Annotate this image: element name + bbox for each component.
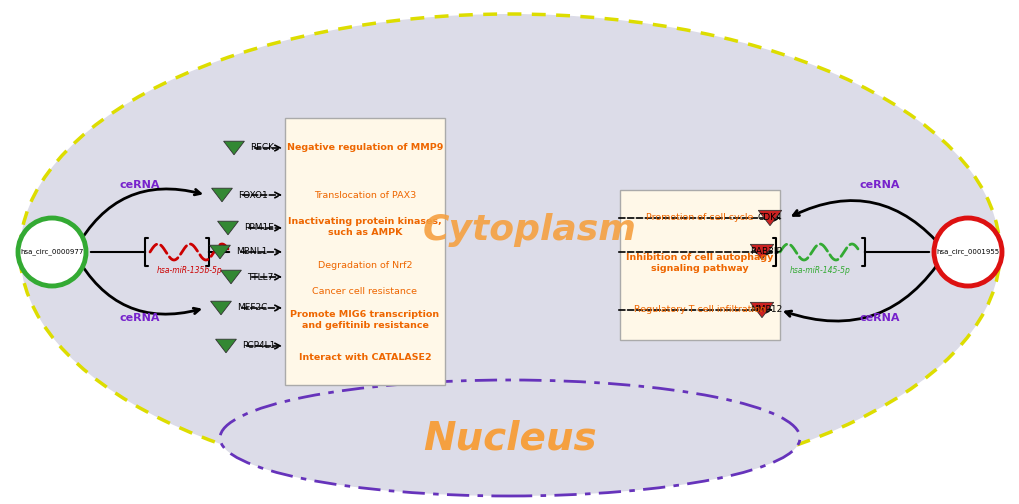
- Ellipse shape: [220, 380, 799, 496]
- Text: hsa_circ_0000977: hsa_circ_0000977: [20, 248, 84, 256]
- Text: Interact with CATALASE2: Interact with CATALASE2: [299, 353, 431, 362]
- FancyBboxPatch shape: [620, 190, 780, 340]
- Ellipse shape: [20, 14, 999, 490]
- Text: hsa_circ_0001955: hsa_circ_0001955: [935, 248, 999, 256]
- Polygon shape: [210, 301, 231, 315]
- Text: MEF2C: MEF2C: [236, 303, 267, 312]
- Text: CDK4: CDK4: [757, 214, 782, 222]
- Text: RECK: RECK: [250, 144, 274, 153]
- Text: Cancer cell resistance: Cancer cell resistance: [312, 286, 417, 295]
- Text: Translocation of PAX3: Translocation of PAX3: [314, 191, 416, 200]
- Text: ceRNA: ceRNA: [119, 180, 160, 190]
- Text: Promotion of cell cycle: Promotion of cell cycle: [646, 214, 753, 222]
- Text: Cytoplasm: Cytoplasm: [423, 213, 636, 247]
- Text: Degradation of Nrf2: Degradation of Nrf2: [318, 261, 412, 270]
- Text: Promote MIG6 transcription
and gefitinib resistance: Promote MIG6 transcription and gefitinib…: [290, 310, 439, 330]
- Polygon shape: [223, 141, 245, 155]
- Polygon shape: [750, 244, 773, 260]
- Polygon shape: [215, 339, 236, 353]
- Text: FOXO1: FOXO1: [237, 191, 268, 200]
- Text: ceRNA: ceRNA: [859, 313, 900, 323]
- Text: ceRNA: ceRNA: [859, 180, 900, 190]
- Text: RAB3IP: RAB3IP: [749, 247, 782, 257]
- Text: TTLL7: TTLL7: [247, 273, 273, 282]
- Ellipse shape: [18, 218, 86, 286]
- Polygon shape: [750, 302, 773, 318]
- Ellipse shape: [933, 218, 1001, 286]
- Text: hsa-miR-135b-5p: hsa-miR-135b-5p: [157, 266, 223, 275]
- Text: MBNL1: MBNL1: [235, 247, 267, 257]
- Text: Nucleus: Nucleus: [423, 419, 596, 457]
- Polygon shape: [757, 210, 781, 226]
- Text: Negative regulation of MMP9: Negative regulation of MMP9: [286, 144, 442, 153]
- Text: Inhibition of cell autophagy
signaling pathway: Inhibition of cell autophagy signaling p…: [626, 253, 773, 273]
- Text: PCP4L1: PCP4L1: [242, 342, 275, 350]
- Text: hsa-miR-145-5p: hsa-miR-145-5p: [789, 266, 850, 275]
- Text: MMP12: MMP12: [749, 305, 782, 314]
- Polygon shape: [211, 188, 232, 202]
- Text: ceRNA: ceRNA: [119, 313, 160, 323]
- Text: Regulatory T cell infiltration: Regulatory T cell infiltration: [634, 305, 765, 314]
- Text: Inactivating protein kinases,
such as AMPK: Inactivating protein kinases, such as AM…: [287, 217, 441, 237]
- Polygon shape: [220, 270, 242, 284]
- Text: PPM1E: PPM1E: [244, 223, 274, 232]
- FancyBboxPatch shape: [284, 118, 444, 385]
- Polygon shape: [217, 221, 238, 235]
- Polygon shape: [209, 245, 230, 259]
